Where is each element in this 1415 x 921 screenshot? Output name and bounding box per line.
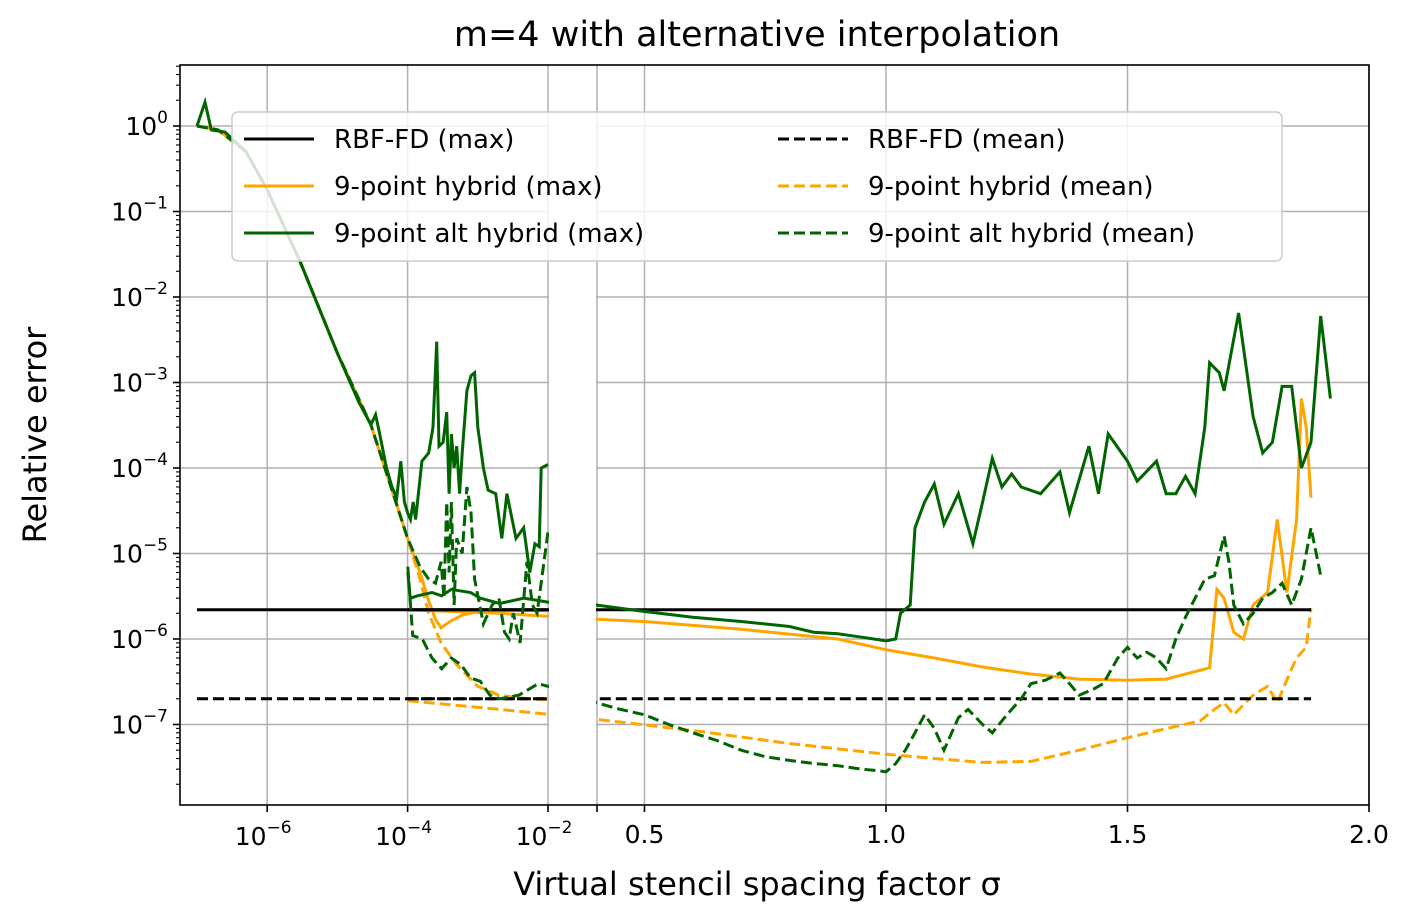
plot-frame [179,64,1370,806]
x-tick-label: 1.5 [1108,820,1148,849]
y-tick-label: 10−2 [111,279,168,312]
x-tick-label: 10−2 [516,818,573,851]
x-axis-label: Virtual stencil spacing factor σ [513,865,1001,903]
legend-label: 9-point hybrid (max) [334,172,602,202]
series-line-left [195,96,549,573]
y-axis-label: Relative error [16,326,54,544]
legend-label: 9-point alt hybrid (mean) [868,219,1195,249]
x-tick-label: 2.0 [1349,820,1389,849]
legend-label: RBF-FD (mean) [868,125,1066,155]
x-tick-label: 0.5 [625,820,665,849]
legend-box [231,111,1283,262]
x-tick-label: 10−6 [235,818,292,851]
x-tick-label: 1.0 [866,820,906,849]
x-tick-label: 10−4 [375,818,432,851]
y-tick-label: 10−5 [111,536,168,569]
y-tick-label: 10−4 [111,450,168,483]
y-tick-label: 10−7 [111,707,168,740]
series-line-right [407,607,1313,764]
legend-label: 9-point alt hybrid (max) [334,219,644,249]
y-tick-label: 10−6 [111,621,168,654]
legend: RBF-FD (max) 9-point hybrid (max) 9-point … [231,111,1283,262]
series-line-right [406,527,1323,774]
y-tick-label: 10−3 [111,365,168,398]
series-line-right [407,398,1313,682]
legend-label: 9-point hybrid (mean) [868,172,1154,202]
chart-title: m=4 with alternative interpolation [454,15,1060,55]
ticks: 100 10−1 10−2 10−3 10−4 10−5 10−6 10−7 10−6 10−4 1… [111,65,1389,851]
legend-label: RBF-FD (max) [334,125,514,155]
y-tick-label: 10−1 [111,194,168,227]
y-tick-label: 100 [125,108,168,141]
